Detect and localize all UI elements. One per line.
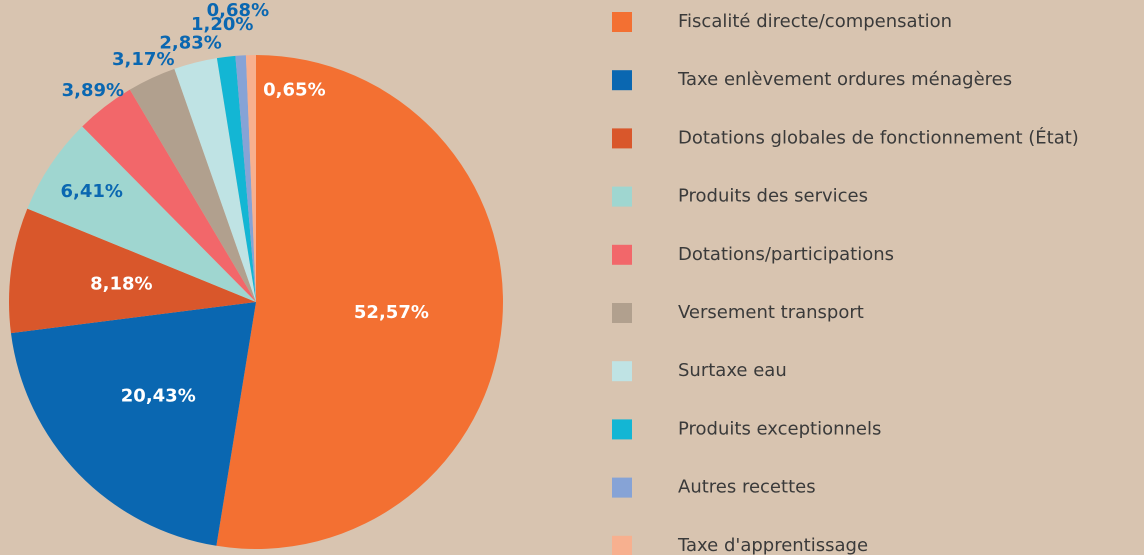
legend-swatch (612, 535, 632, 555)
value-label: 3,17% (112, 49, 174, 70)
legend-label: Produits exceptionnels (678, 418, 881, 439)
legend-label: Dotations globales de fonctionnement (Ét… (678, 126, 1079, 148)
legend-swatch (612, 12, 632, 32)
value-label: 8,18% (90, 273, 152, 294)
legend-swatch (612, 70, 632, 91)
legend-label: Versement transport (678, 302, 864, 323)
legend-swatch (612, 361, 632, 382)
value-label: 2,83% (159, 32, 221, 53)
pie-slice (216, 55, 256, 302)
legend-label: Surtaxe eau (678, 360, 787, 381)
value-label: 6,41% (60, 181, 122, 202)
legend-label: Produits des services (678, 186, 868, 207)
legend-label: Autres recettes (678, 477, 816, 498)
legend-swatch (612, 303, 632, 323)
pie-slice (129, 68, 256, 303)
value-label: 52,57% (354, 302, 429, 323)
legend-label: Fiscalité directe/compensation (678, 11, 952, 32)
legend-swatch (612, 128, 632, 149)
legend-swatch (612, 244, 632, 265)
pie-slice (216, 55, 504, 550)
legend-label: Taxe d'apprentissage (677, 535, 868, 555)
pie-slice (174, 58, 256, 303)
legend-label: Taxe enlèvement ordures ménagères (677, 69, 1012, 90)
legend-swatch (612, 477, 632, 498)
pie-slice (8, 208, 256, 334)
pie-slice (82, 89, 257, 302)
legend-label: Dotations/participations (678, 244, 894, 265)
value-label: 0,65% (263, 80, 325, 101)
value-label: 20,43% (121, 385, 196, 406)
value-label: 3,89% (62, 80, 124, 101)
pie-slice (27, 126, 257, 303)
pie-slice (245, 55, 256, 302)
value-label: 1,20% (191, 14, 253, 35)
legend-swatch (612, 419, 632, 440)
legend-swatch (612, 186, 632, 207)
pie-slice (235, 55, 256, 302)
pie-slice (10, 302, 256, 546)
value-label: 0,68% (207, 0, 269, 21)
